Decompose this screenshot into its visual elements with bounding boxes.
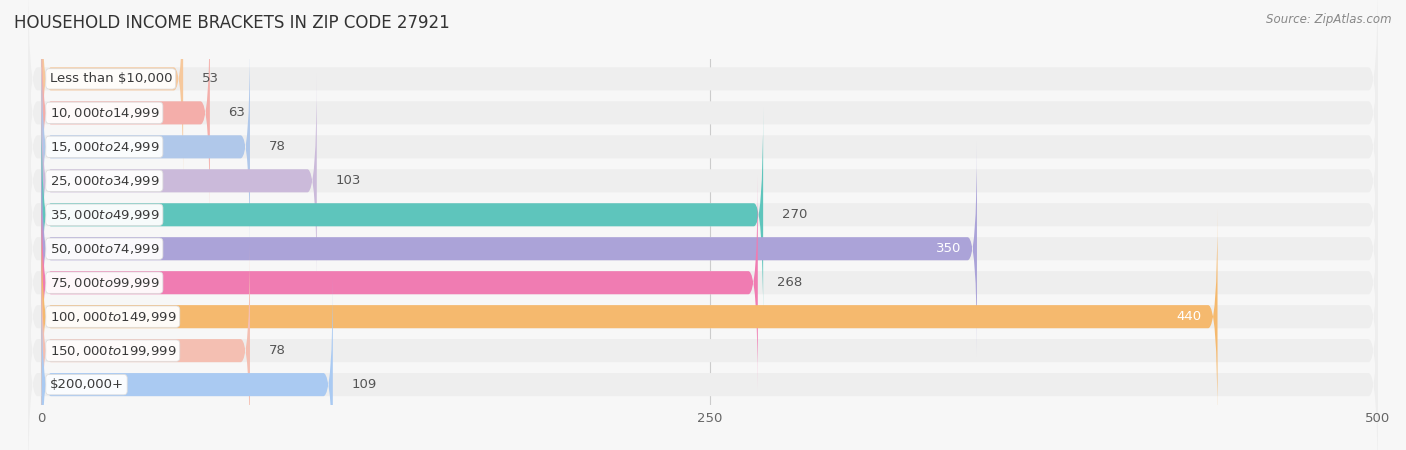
FancyBboxPatch shape [28, 243, 1378, 450]
Text: 270: 270 [782, 208, 807, 221]
Text: 109: 109 [352, 378, 377, 391]
Text: 350: 350 [935, 242, 960, 255]
Text: $75,000 to $99,999: $75,000 to $99,999 [49, 276, 159, 290]
FancyBboxPatch shape [28, 176, 1378, 390]
Text: $35,000 to $49,999: $35,000 to $49,999 [49, 208, 159, 222]
Text: 78: 78 [269, 140, 285, 153]
FancyBboxPatch shape [42, 40, 250, 254]
FancyBboxPatch shape [28, 108, 1378, 322]
Text: 63: 63 [229, 106, 246, 119]
Text: $50,000 to $74,999: $50,000 to $74,999 [49, 242, 159, 256]
FancyBboxPatch shape [42, 209, 1218, 424]
Text: 53: 53 [202, 72, 219, 86]
Text: $150,000 to $199,999: $150,000 to $199,999 [49, 344, 176, 358]
FancyBboxPatch shape [28, 40, 1378, 254]
Text: HOUSEHOLD INCOME BRACKETS IN ZIP CODE 27921: HOUSEHOLD INCOME BRACKETS IN ZIP CODE 27… [14, 14, 450, 32]
FancyBboxPatch shape [28, 209, 1378, 424]
Text: 78: 78 [269, 344, 285, 357]
Text: 268: 268 [776, 276, 801, 289]
FancyBboxPatch shape [42, 141, 977, 356]
FancyBboxPatch shape [42, 277, 333, 450]
FancyBboxPatch shape [28, 0, 1378, 186]
FancyBboxPatch shape [42, 73, 316, 288]
FancyBboxPatch shape [42, 5, 209, 220]
FancyBboxPatch shape [28, 277, 1378, 450]
FancyBboxPatch shape [42, 243, 250, 450]
Text: $15,000 to $24,999: $15,000 to $24,999 [49, 140, 159, 154]
Text: $100,000 to $149,999: $100,000 to $149,999 [49, 310, 176, 324]
FancyBboxPatch shape [42, 108, 763, 322]
Text: Less than $10,000: Less than $10,000 [49, 72, 172, 86]
FancyBboxPatch shape [28, 141, 1378, 356]
FancyBboxPatch shape [28, 5, 1378, 220]
FancyBboxPatch shape [42, 0, 183, 186]
FancyBboxPatch shape [28, 73, 1378, 288]
Text: 103: 103 [336, 174, 361, 187]
Text: $200,000+: $200,000+ [49, 378, 124, 391]
Text: $25,000 to $34,999: $25,000 to $34,999 [49, 174, 159, 188]
Text: 440: 440 [1177, 310, 1202, 323]
Text: $10,000 to $14,999: $10,000 to $14,999 [49, 106, 159, 120]
Text: Source: ZipAtlas.com: Source: ZipAtlas.com [1267, 14, 1392, 27]
FancyBboxPatch shape [42, 176, 758, 390]
